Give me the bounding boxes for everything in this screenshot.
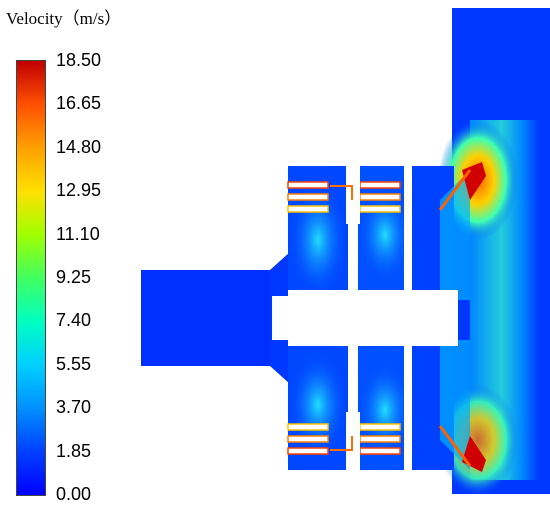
chamber-2-glow-lower (357, 360, 413, 460)
tick-label-1: 16.65 (56, 93, 102, 114)
tick-label-3: 12.95 (56, 180, 102, 201)
chamber-1-glow-lower (288, 350, 348, 460)
upper-labyrinth-fins (287, 181, 401, 213)
legend-title: Velocity（m/s） (6, 9, 122, 28)
lower-labyrinth-fins (287, 423, 401, 455)
upper-fin-flow (330, 185, 353, 200)
tick-label-0: 18.50 (56, 50, 102, 70)
upper-jet-edge (438, 169, 472, 211)
tick-label-10: 0.00 (56, 484, 92, 504)
inlet-pipe (141, 270, 271, 366)
divider-2 (404, 166, 412, 290)
lower-jet-edge (438, 425, 472, 467)
tick-label-5: 9.25 (56, 267, 92, 287)
tick-label-4: 11.10 (56, 223, 100, 244)
velocity-colorbar (16, 60, 46, 496)
divider-2-lower (404, 346, 412, 470)
tick-label-7: 5.55 (56, 353, 92, 374)
lower-fin-flow (330, 436, 353, 451)
tick-label-8: 3.70 (56, 397, 92, 418)
tick-label-6: 7.40 (56, 310, 92, 331)
tick-label-9: 1.85 (56, 440, 92, 461)
tick-label-2: 14.80 (56, 136, 102, 157)
shaft-hub (288, 290, 458, 346)
